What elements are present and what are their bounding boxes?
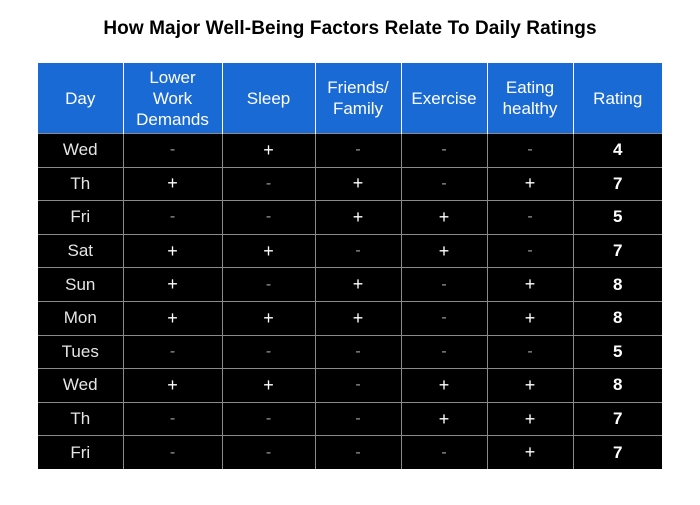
- cell-sleep: -: [221, 334, 316, 370]
- cell-rating: 7: [572, 435, 662, 469]
- cell-exercise: +: [400, 200, 488, 235]
- cell-rating: 7: [572, 166, 662, 202]
- cell-friends-family: -: [314, 435, 402, 469]
- cell-sleep: -: [221, 200, 316, 235]
- cell-eating-healthy: +: [486, 166, 574, 202]
- cell-lower-work-demands: +: [122, 233, 223, 269]
- cell-rating: 8: [572, 300, 662, 336]
- cell-sleep: -: [221, 267, 316, 302]
- cell-rating: 4: [572, 133, 662, 168]
- cell-eating-healthy: -: [486, 200, 574, 235]
- table-row: Sat + + - + -7: [38, 233, 662, 269]
- table-body: Wed - + - - -4 Th + - + - +7 Fri - - + + -5 Sat + + - + -7 Sun + -…: [38, 133, 662, 469]
- table-row: Wed + + - + +8: [38, 368, 662, 403]
- cell-eating-healthy: -: [486, 133, 574, 168]
- cell-eating-healthy: +: [486, 435, 574, 469]
- cell-exercise: +: [400, 401, 488, 437]
- cell-sleep: +: [221, 133, 316, 168]
- table-row: Mon + + + - +8: [38, 300, 662, 336]
- cell-lower-work-demands: +: [122, 368, 223, 403]
- table-row: Th - - - + +7: [38, 401, 662, 437]
- table-row: Fri - - + + -5: [38, 200, 662, 235]
- cell-day: Tues: [38, 334, 124, 370]
- cell-eating-healthy: +: [486, 267, 574, 302]
- cell-day: Wed: [38, 368, 124, 403]
- cell-rating: 7: [572, 233, 662, 269]
- cell-rating: 5: [572, 334, 662, 370]
- column-header-sleep: Sleep: [221, 63, 316, 134]
- cell-friends-family: -: [314, 233, 402, 269]
- cell-eating-healthy: +: [486, 300, 574, 336]
- cell-lower-work-demands: +: [122, 267, 223, 302]
- cell-friends-family: +: [314, 200, 402, 235]
- table-row: Tues - - - - -5: [38, 334, 662, 370]
- cell-lower-work-demands: -: [122, 334, 223, 370]
- cell-sleep: -: [221, 166, 316, 202]
- cell-day: Th: [38, 166, 124, 202]
- cell-friends-family: +: [314, 300, 402, 336]
- column-header-eating-healthy: Eating healthy: [486, 63, 574, 134]
- column-header-exercise: Exercise: [400, 63, 488, 134]
- cell-eating-healthy: +: [486, 368, 574, 403]
- cell-friends-family: +: [314, 267, 402, 302]
- column-header-rating: Rating: [572, 63, 662, 134]
- table-row: Wed - + - - -4: [38, 133, 662, 168]
- cell-sleep: -: [221, 401, 316, 437]
- ratings-table: Day Lower Work Demands Sleep Friends/ Fa…: [38, 63, 662, 469]
- cell-day: Wed: [38, 133, 124, 168]
- cell-rating: 8: [572, 368, 662, 403]
- cell-eating-healthy: -: [486, 334, 574, 370]
- cell-exercise: +: [400, 233, 488, 269]
- cell-day: Sat: [38, 233, 124, 269]
- cell-day: Mon: [38, 300, 124, 336]
- cell-day: Fri: [38, 435, 124, 469]
- cell-sleep: +: [221, 368, 316, 403]
- cell-friends-family: -: [314, 334, 402, 370]
- cell-exercise: -: [400, 300, 488, 336]
- cell-day: Th: [38, 401, 124, 437]
- cell-rating: 5: [572, 200, 662, 235]
- cell-friends-family: -: [314, 368, 402, 403]
- cell-rating: 7: [572, 401, 662, 437]
- chart-title: How Major Well-Being Factors Relate To D…: [103, 18, 597, 39]
- cell-eating-healthy: -: [486, 233, 574, 269]
- cell-exercise: -: [400, 267, 488, 302]
- cell-friends-family: +: [314, 166, 402, 202]
- cell-friends-family: -: [314, 401, 402, 437]
- column-header-lower-work-demands: Lower Work Demands: [122, 63, 223, 134]
- cell-exercise: -: [400, 166, 488, 202]
- cell-exercise: -: [400, 334, 488, 370]
- cell-lower-work-demands: -: [122, 401, 223, 437]
- column-header-day: Day: [38, 63, 124, 134]
- cell-lower-work-demands: -: [122, 133, 223, 168]
- cell-lower-work-demands: +: [122, 300, 223, 336]
- table-row: Fri - - - - +7: [38, 435, 662, 469]
- cell-eating-healthy: +: [486, 401, 574, 437]
- table-header-row: Day Lower Work Demands Sleep Friends/ Fa…: [38, 63, 662, 134]
- cell-sleep: +: [221, 300, 316, 336]
- cell-day: Fri: [38, 200, 124, 235]
- cell-friends-family: -: [314, 133, 402, 168]
- cell-exercise: -: [400, 435, 488, 469]
- cell-lower-work-demands: -: [122, 435, 223, 469]
- column-header-friends-family: Friends/ Family: [314, 63, 402, 134]
- cell-day: Sun: [38, 267, 124, 302]
- cell-sleep: -: [221, 435, 316, 469]
- table-row: Sun + - + - +8: [38, 267, 662, 302]
- table-row: Th + - + - +7: [38, 166, 662, 202]
- cell-exercise: +: [400, 368, 488, 403]
- cell-lower-work-demands: -: [122, 200, 223, 235]
- cell-rating: 8: [572, 267, 662, 302]
- cell-sleep: +: [221, 233, 316, 269]
- cell-exercise: -: [400, 133, 488, 168]
- cell-lower-work-demands: +: [122, 166, 223, 202]
